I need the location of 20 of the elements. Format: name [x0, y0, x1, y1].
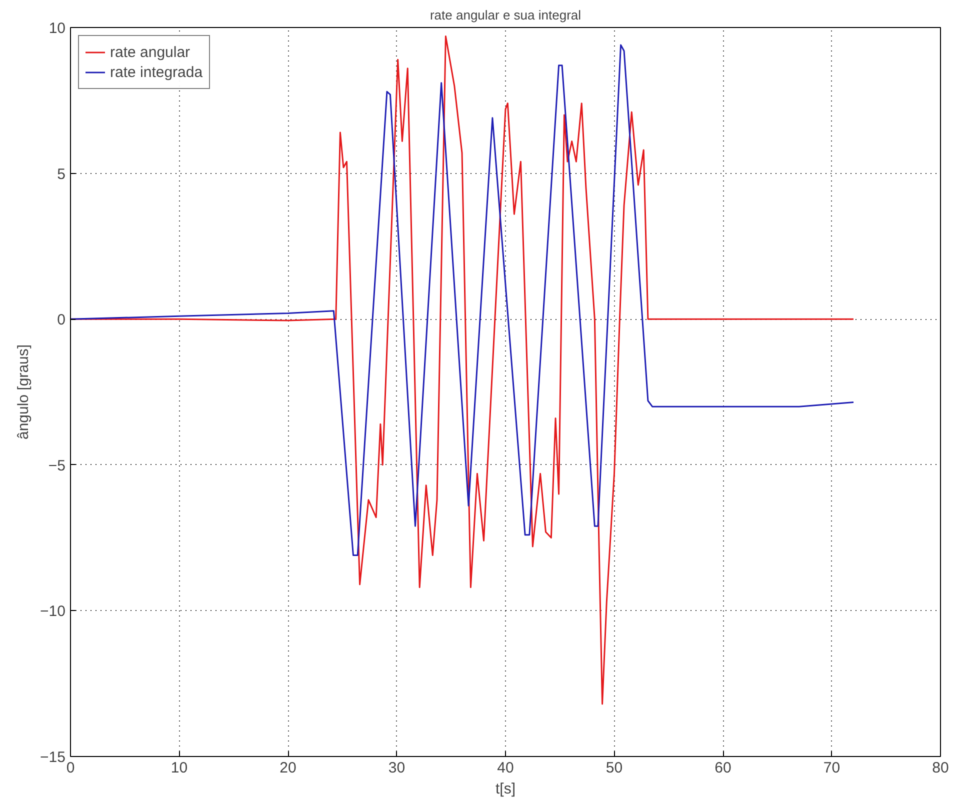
y-tick-label: −5	[48, 457, 66, 474]
y-axis-title: ângulo [graus]	[15, 344, 32, 440]
y-tick-label: −15	[40, 749, 66, 766]
x-axis-title: t[s]	[496, 780, 516, 798]
x-tick-label: 40	[497, 760, 514, 776]
x-tick-label: 60	[714, 760, 732, 776]
x-tick-label: 10	[170, 760, 188, 776]
x-tick-label: 50	[606, 760, 623, 776]
y-tick-label: −10	[40, 603, 66, 620]
chart-title: rate angular e sua integral	[430, 8, 582, 22]
x-tick-label: 70	[823, 760, 840, 776]
legend-label: rate angular	[110, 44, 190, 60]
legend-label: rate integrada	[110, 64, 203, 80]
x-tick-label: 80	[932, 760, 949, 776]
line-series	[70, 44, 854, 556]
x-tick-label: 20	[280, 760, 296, 776]
y-tick-label: 10	[48, 20, 66, 37]
y-tick-label: 0	[57, 312, 66, 329]
x-tick-label: 30	[388, 760, 406, 776]
y-tick-label: 5	[57, 166, 66, 183]
